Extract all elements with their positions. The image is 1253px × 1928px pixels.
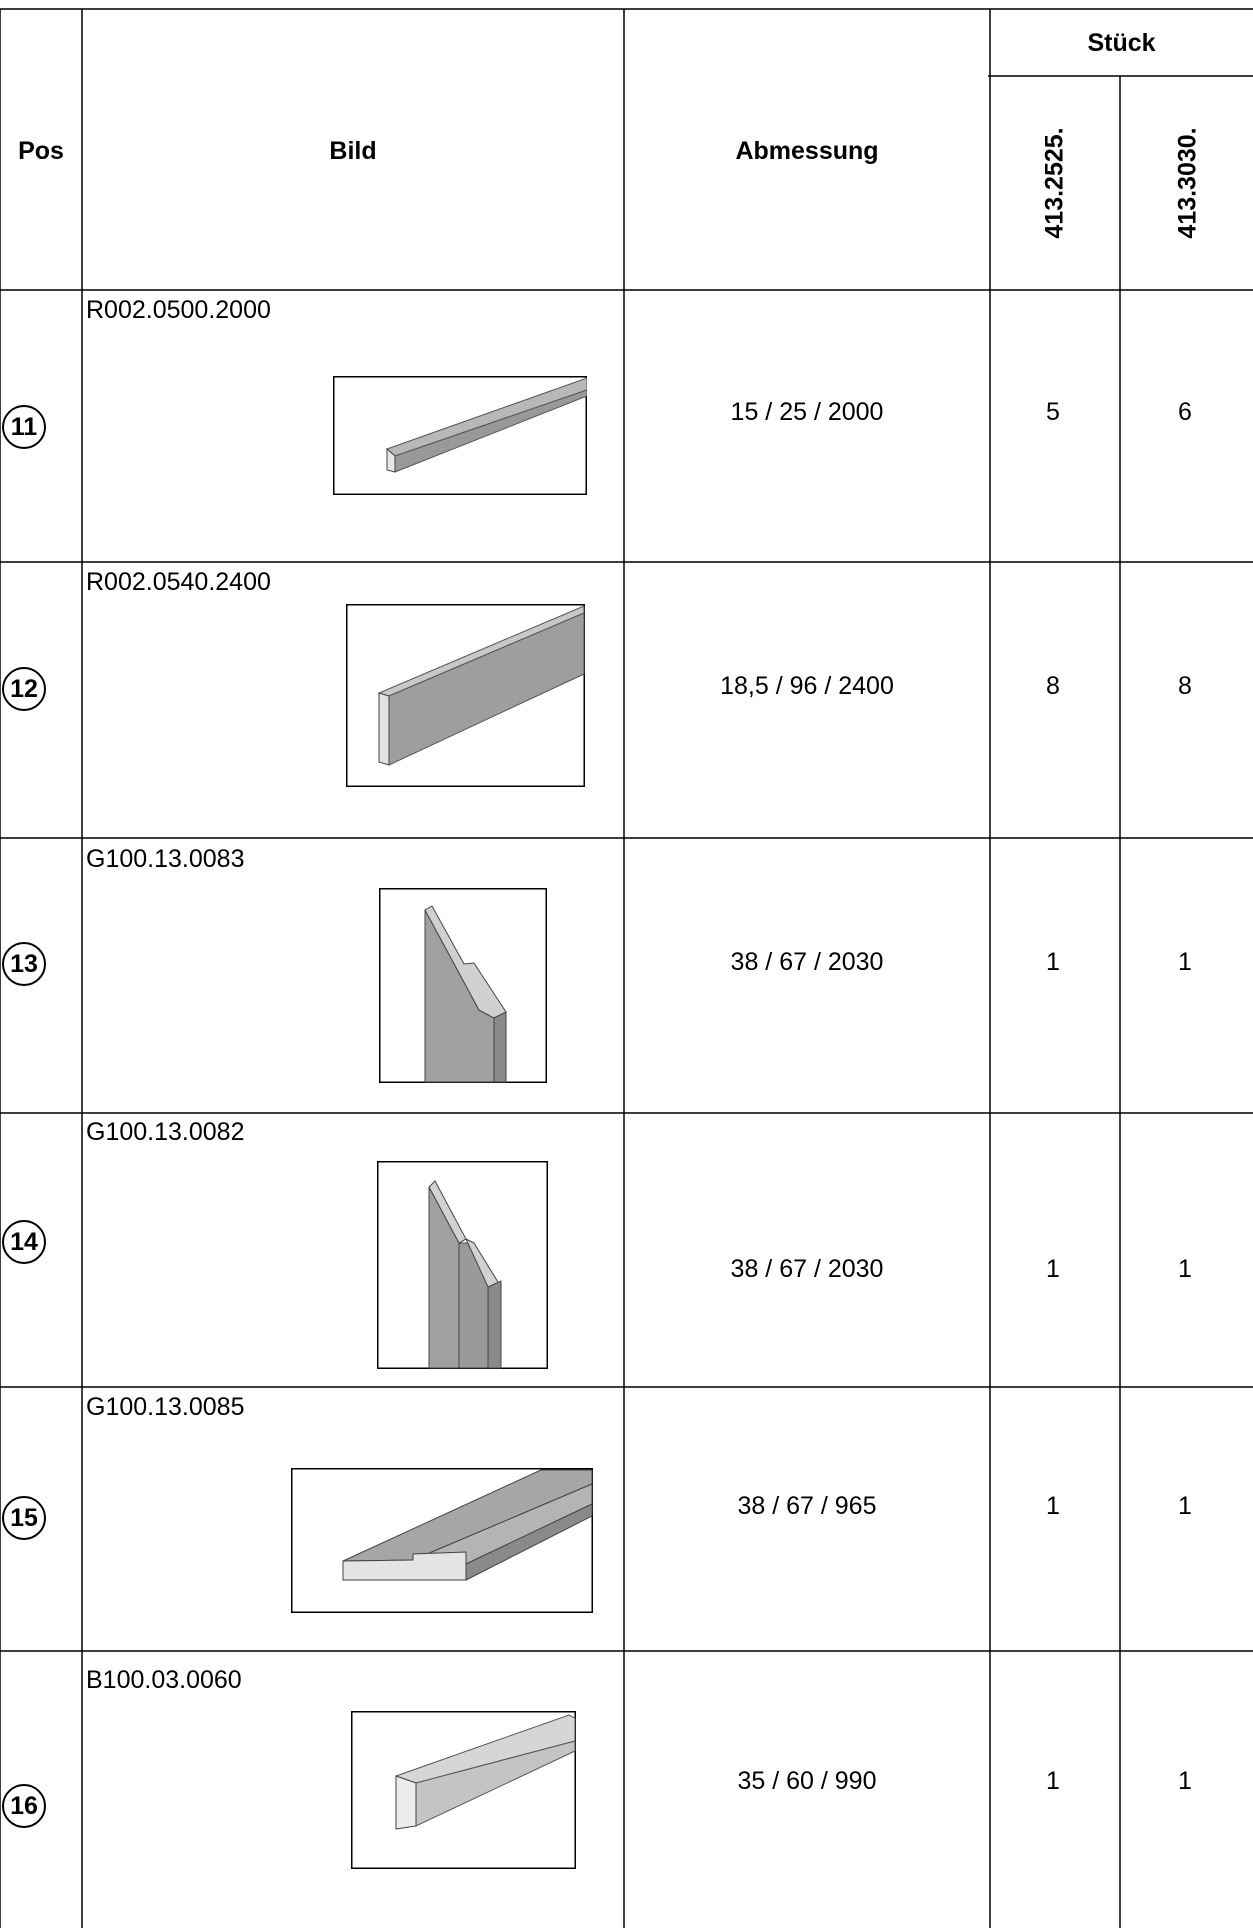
position-badge: 15 xyxy=(2,1496,46,1540)
qty-variant-b: 6 xyxy=(1178,398,1192,426)
part-code: R002.0500.2000 xyxy=(86,296,271,324)
part-code: B100.03.0060 xyxy=(86,1666,242,1694)
part-code: G100.13.0083 xyxy=(86,845,245,873)
qty-variant-b: 8 xyxy=(1178,672,1192,700)
qty-variant-b: 1 xyxy=(1178,1255,1192,1283)
header-bild: Bild xyxy=(329,137,377,165)
qty-variant-a: 1 xyxy=(1046,1255,1060,1283)
qty-variant-a: 1 xyxy=(1046,948,1060,976)
position-badge: 14 xyxy=(2,1220,46,1264)
qty-variant-a: 1 xyxy=(1046,1767,1060,1795)
part-image xyxy=(333,376,587,495)
header-pos: Pos xyxy=(18,137,64,165)
qty-variant-b: 1 xyxy=(1178,948,1192,976)
qty-variant-b: 1 xyxy=(1178,1767,1192,1795)
qty-variant-a: 1 xyxy=(1046,1492,1060,1520)
part-image xyxy=(346,604,586,787)
dimension-value: 38 / 67 / 2030 xyxy=(730,1255,884,1283)
header-stueck: Stück xyxy=(1087,29,1156,57)
part-image xyxy=(351,1711,576,1869)
position-badge: 11 xyxy=(2,405,46,449)
part-code: R002.0540.2400 xyxy=(86,568,271,596)
dimension-value: 18,5 / 96 / 2400 xyxy=(720,672,894,700)
part-image xyxy=(291,1468,593,1613)
dimension-value: 15 / 25 / 2000 xyxy=(730,398,884,426)
header-variant-b: 413.3030. xyxy=(1173,127,1202,239)
part-code: G100.13.0085 xyxy=(86,1393,245,1421)
part-image xyxy=(379,888,547,1083)
position-badge: 13 xyxy=(2,942,46,986)
qty-variant-a: 5 xyxy=(1046,398,1060,426)
qty-variant-b: 1 xyxy=(1178,1492,1192,1520)
position-badge: 12 xyxy=(2,667,46,711)
dimension-value: 38 / 67 / 965 xyxy=(737,1492,877,1520)
dimension-value: 38 / 67 / 2030 xyxy=(730,948,884,976)
header-variant-a: 413.2525. xyxy=(1040,127,1069,239)
header-abmessung: Abmessung xyxy=(735,137,879,165)
dimension-value: 35 / 60 / 990 xyxy=(737,1767,877,1795)
part-code: G100.13.0082 xyxy=(86,1118,245,1146)
position-badge: 16 xyxy=(2,1784,46,1828)
qty-variant-a: 8 xyxy=(1046,672,1060,700)
part-image xyxy=(377,1161,548,1369)
